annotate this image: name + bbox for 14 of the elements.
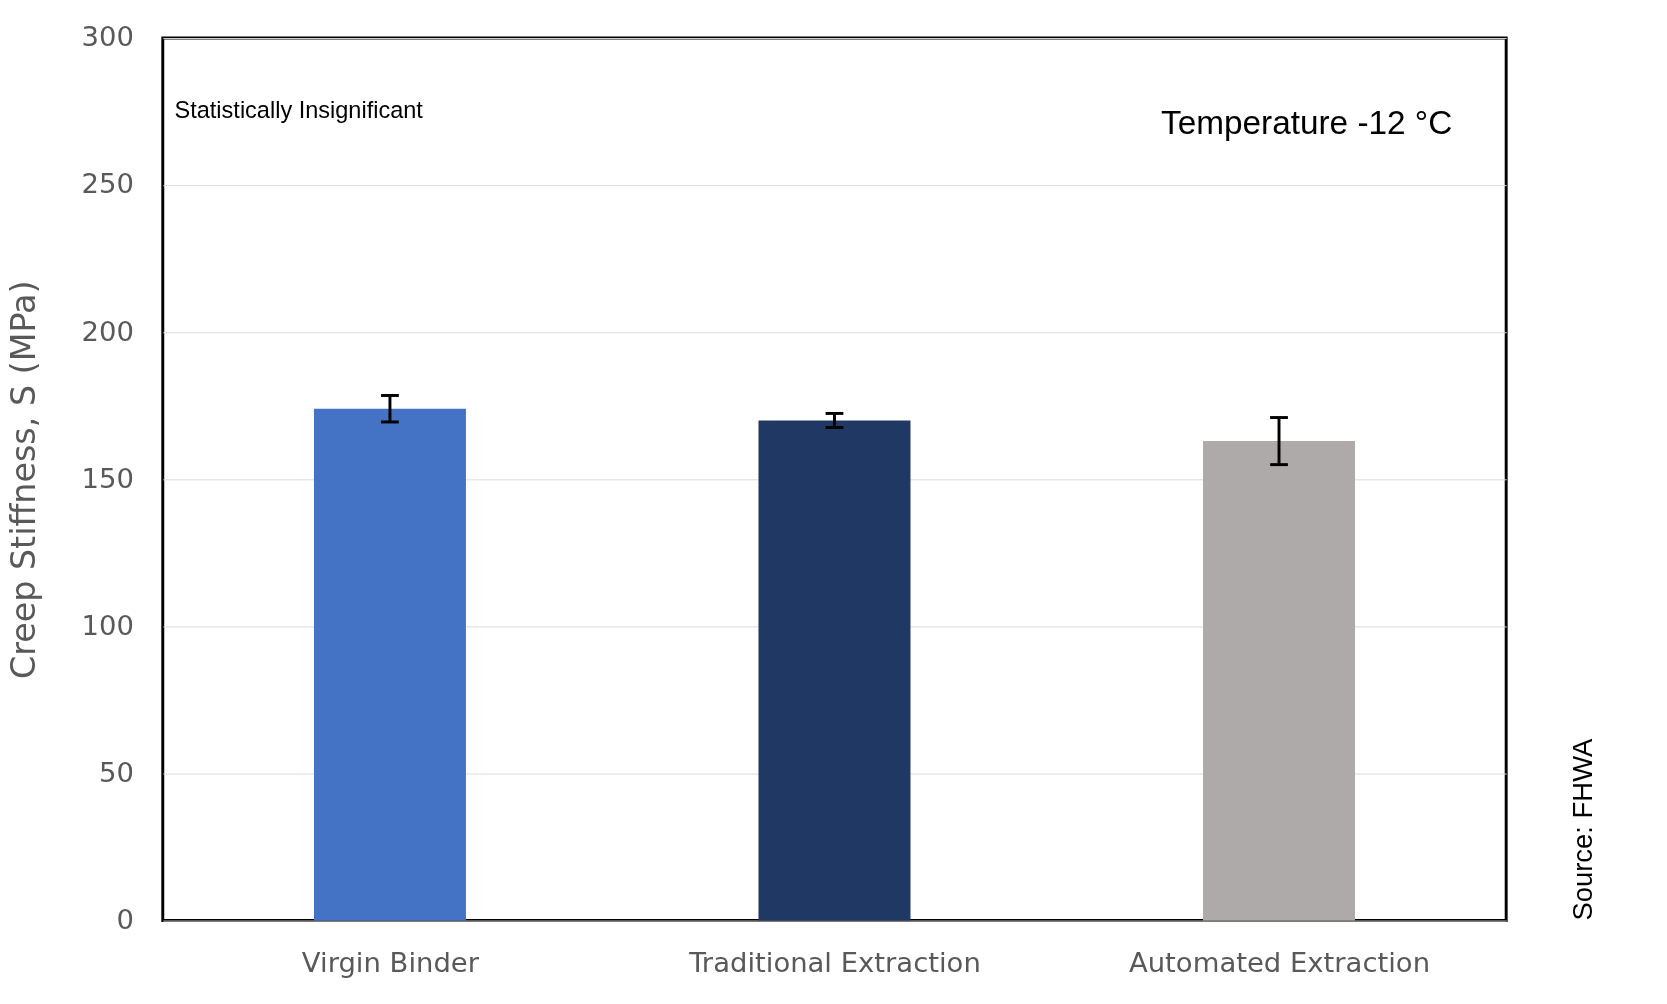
x-tick-label: Automated Extraction (1128, 947, 1431, 979)
y-tick-label: 0 (116, 903, 134, 935)
annotation: Temperature -12 °C (1161, 104, 1453, 142)
y-tick-label: 200 (81, 315, 134, 347)
y-tick-label: 100 (81, 609, 134, 641)
y-tick-label: 250 (81, 168, 134, 200)
y-axis-title: Creep Stiffness, S (MPa) (4, 280, 44, 680)
y-tick-label: 300 (81, 21, 134, 53)
x-tick-label: Virgin Binder (301, 947, 480, 979)
annotation: Statistically Insignificant (174, 97, 424, 124)
x-tick-label: Traditional Extraction (688, 947, 981, 979)
y-tick-label: 150 (81, 462, 134, 494)
source-note: Source: FHWA (1567, 737, 1599, 921)
y-tick-label: 50 (98, 756, 134, 788)
